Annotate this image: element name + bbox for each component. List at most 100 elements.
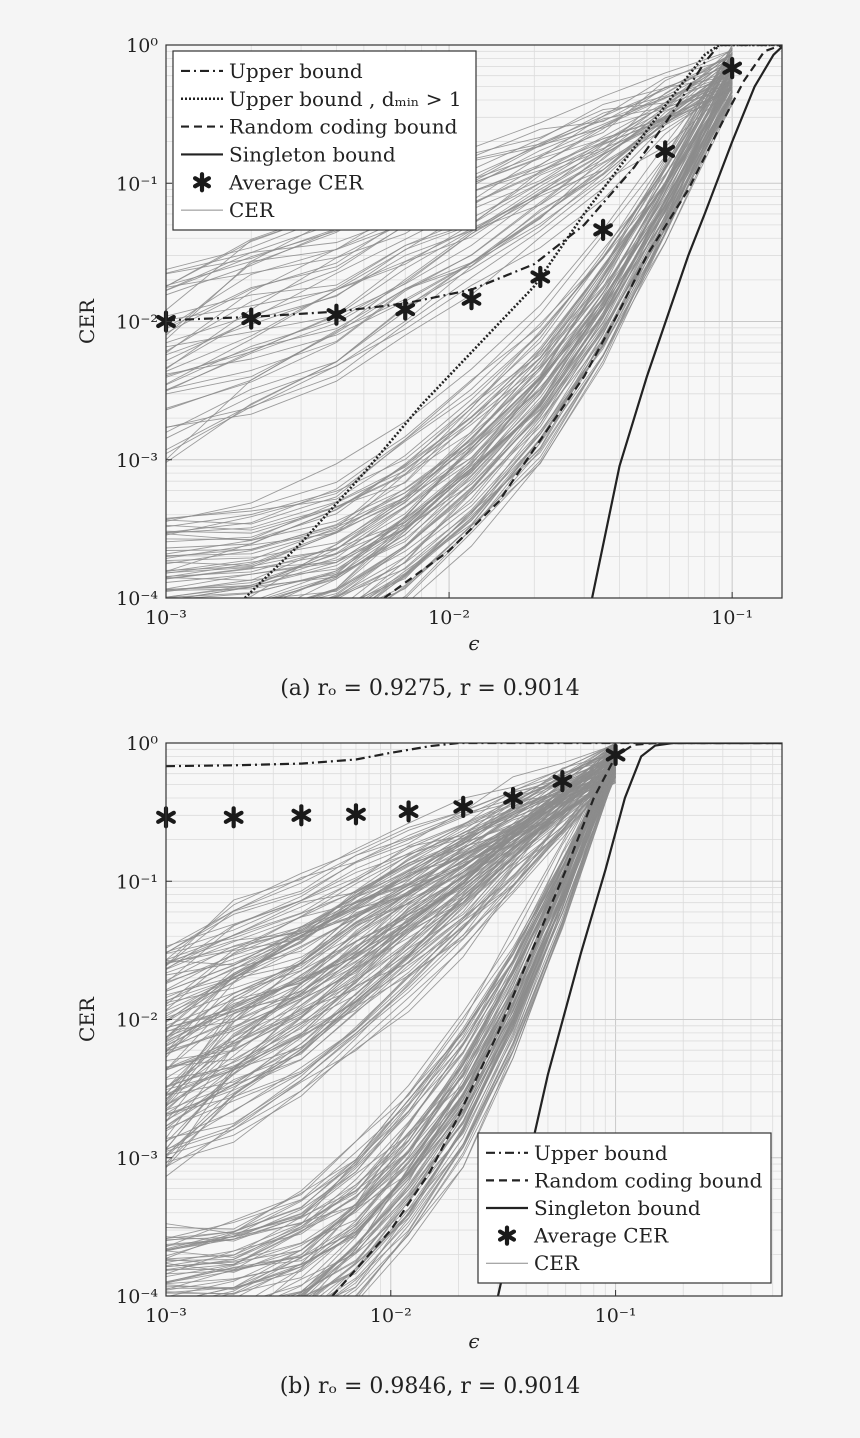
cer-curve: [166, 51, 733, 598]
cer-curve: [166, 756, 616, 992]
cer-curve: [166, 56, 733, 522]
average-cer-point: [395, 298, 416, 321]
cer-curve: [166, 762, 617, 1267]
legend-marker-icon: [192, 172, 212, 193]
cer-curve: [166, 53, 733, 519]
x-tick-label: 10⁻¹: [711, 607, 753, 629]
series-random-coding-bound: [383, 45, 782, 598]
cer-curve: [166, 743, 617, 1245]
cer-curve: [166, 762, 617, 1251]
cer-curve: [166, 48, 733, 533]
legend-label: Upper bound: [229, 59, 363, 83]
cer-curve: [358, 765, 617, 1296]
cer-curve: [166, 91, 733, 531]
cer-curve: [166, 87, 733, 454]
cer-curve: [296, 755, 617, 1296]
cer-curve: [166, 758, 616, 1111]
average-cer-point: [223, 806, 244, 829]
cer-curve: [166, 754, 616, 1164]
cer-curve: [166, 760, 616, 970]
legend-label: Random coding bound: [229, 115, 458, 139]
legend-label: Singleton bound: [229, 142, 396, 166]
cer-curve: [166, 775, 616, 1156]
cer-curve: [305, 67, 733, 598]
cer-curve: [166, 763, 617, 1295]
x-axis-label: ϵ: [468, 1329, 479, 1353]
series-upper-bound: [166, 45, 782, 322]
cer-curve: [166, 756, 616, 984]
cer-curve: [242, 52, 733, 598]
y-tick-label: 10⁰: [126, 733, 158, 755]
y-tick-label: 10⁻⁴: [116, 588, 158, 610]
y-tick-label: 10⁻³: [116, 450, 158, 472]
cer-curve: [166, 749, 616, 1011]
average-cer-point: [593, 218, 613, 241]
cer-curve: [166, 745, 616, 1071]
average-cer-point: [552, 770, 573, 793]
x-tick-label: 10⁻²: [428, 607, 470, 629]
cer-curve: [166, 773, 616, 1169]
cer-curve: [327, 755, 617, 1296]
cer-curve: [166, 81, 733, 429]
cer-curve: [166, 83, 733, 559]
cer-curve: [166, 753, 616, 1021]
cer-curve: [166, 53, 733, 461]
cer-curve: [166, 57, 733, 378]
legend-label: Random coding bound: [534, 1168, 763, 1192]
legend-label: Singleton bound: [534, 1196, 701, 1220]
cer-curve: [166, 768, 616, 1041]
cer-curve: [166, 70, 733, 574]
cer-curve: [166, 768, 616, 1022]
cer-curve: [166, 765, 617, 1284]
cer-curve: [307, 769, 617, 1296]
series-singleton-bound: [496, 743, 782, 1296]
cer-curve: [358, 90, 733, 598]
cer-curve: [334, 772, 617, 1296]
legend-label: CER: [229, 198, 275, 222]
cer-curve: [166, 60, 733, 348]
cer-curve: [166, 762, 616, 961]
cer-curve: [166, 758, 616, 949]
average-cer-point: [655, 140, 676, 163]
series-singleton-bound: [591, 45, 782, 598]
cer-curve: [166, 85, 733, 386]
cer-curve: [166, 763, 616, 1152]
average-cer-point: [241, 307, 262, 330]
cer-curve: [166, 768, 616, 1005]
cer-curve: [284, 759, 617, 1296]
cer-curve: [166, 759, 616, 1271]
chart-panel-a: 10⁻³ 10⁻² 10⁻¹10⁻⁴10⁻³10⁻²10⁻¹10⁰ϵCERUpper…: [75, 35, 783, 655]
legend-box: [172, 50, 477, 231]
x-tick-label: 10⁻³: [145, 607, 187, 629]
y-tick-label: 10⁻⁴: [116, 1286, 158, 1308]
x-axis-label: ϵ: [468, 631, 479, 655]
y-tick-label: 10⁻¹: [116, 173, 158, 195]
average-cer-point: [398, 800, 419, 823]
average-cer-point: [461, 288, 482, 311]
cer-curve: [331, 96, 733, 598]
legend-a: Upper bound Upper bound , dₘᵢₙ > 1 Random …: [172, 50, 477, 231]
cer-curve: [210, 772, 616, 1296]
y-tick-label: 10⁻³: [116, 1148, 158, 1170]
x-tick-label: 10⁻²: [370, 1305, 412, 1327]
cer-curve: [269, 764, 617, 1296]
y-axis-label: CER: [75, 996, 99, 1042]
cer-curve: [166, 770, 616, 1071]
cer-curve: [166, 760, 616, 966]
y-tick-label: 10⁻²: [116, 1010, 158, 1032]
cer-curve: [166, 746, 616, 969]
cer-curve: [166, 753, 616, 965]
average-cer-point: [326, 303, 347, 326]
average-cer-point: [346, 803, 366, 826]
cer-curve: [166, 752, 616, 1163]
x-tick-label: 10⁻¹: [595, 1305, 637, 1327]
cer-curve: [312, 772, 617, 1296]
cer-curve: [269, 58, 733, 598]
average-cer-point: [503, 786, 523, 810]
series-upper-bound-dmin-1: [243, 45, 782, 598]
legend-label: CER: [534, 1251, 580, 1275]
cer-curve: [166, 766, 616, 1127]
cer-curve: [166, 779, 616, 1043]
cer-curve: [166, 749, 616, 1275]
legend-marker-icon: [497, 1225, 517, 1246]
